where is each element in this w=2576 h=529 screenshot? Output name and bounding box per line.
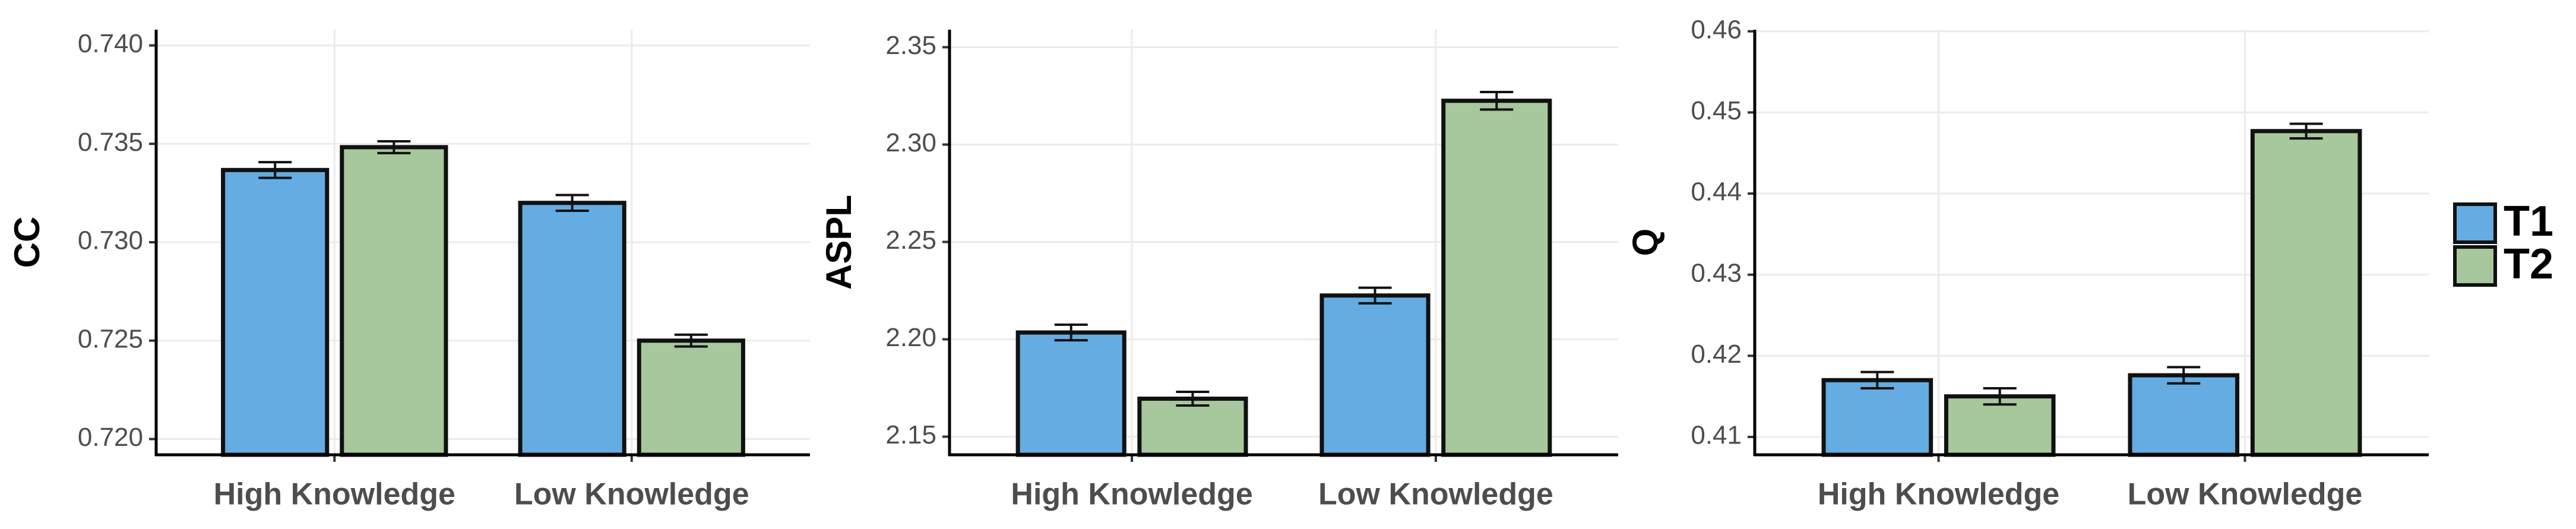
error-bar (1176, 391, 1210, 407)
chart: 0.41 0.42 0.43 0.44 0.45 0.46 High Knowledge Lo… (1625, 15, 2553, 511)
legend-label: T2 (2504, 240, 2553, 288)
bar (2250, 129, 2362, 457)
bar (1441, 99, 1552, 457)
error-bar (1358, 286, 1392, 305)
chart: 0.720 0.725 0.730 0.735 0.740 High Knowledge L… (7, 29, 810, 512)
x-tick-label: Low Knowledge (2128, 477, 2363, 512)
chart: 2.15 2.20 2.25 2.30 2.35 High Knowledge Low Kn… (819, 30, 1618, 512)
x-tick-label: High Knowledge (1818, 477, 2059, 512)
error-bar (377, 140, 411, 154)
error-bar (1860, 370, 1894, 389)
y-tick-label: 0.720 (78, 423, 143, 452)
legend-label: T1 (2504, 198, 2553, 245)
error-bar (1054, 323, 1088, 342)
bar (221, 167, 330, 457)
x-tick-label: Low Knowledge (514, 477, 749, 512)
legend-swatch (2453, 245, 2497, 287)
x-tick-label: Low Knowledge (1318, 477, 1553, 512)
y-tick-label: 0.725 (78, 324, 143, 353)
bar (2128, 373, 2240, 457)
error-bar (2167, 366, 2201, 385)
error-bar (1480, 90, 1514, 111)
y-tick-label: 0.44 (1691, 178, 1742, 207)
y-tick-label: 0.46 (1691, 15, 1742, 44)
error-bar (555, 194, 589, 212)
error-bar (674, 333, 708, 348)
y-tick-label: 2.20 (885, 323, 936, 352)
bar (518, 201, 626, 457)
y-tick-label: 0.41 (1691, 421, 1742, 450)
error-bar (258, 161, 292, 179)
y-tick-label: 2.35 (885, 31, 936, 60)
y-tick-label: 0.43 (1691, 258, 1742, 287)
y-tick-label: 2.25 (885, 226, 936, 255)
y-tick-label: 2.30 (885, 128, 936, 157)
y-tick-label: 0.735 (78, 128, 143, 157)
bar (1319, 293, 1431, 457)
bar (1821, 378, 1933, 457)
y-axis-label: Q (1625, 229, 1665, 256)
bar (1015, 330, 1126, 457)
y-axis-label: ASPL (819, 195, 859, 290)
bar (1944, 394, 2056, 457)
y-tick-label: 0.42 (1691, 340, 1742, 369)
x-tick-label: High Knowledge (214, 477, 455, 512)
legend-swatch (2453, 202, 2497, 244)
y-tick-label: 0.740 (78, 29, 143, 58)
bar (340, 145, 448, 457)
y-tick-label: 0.45 (1691, 96, 1742, 125)
error-bar (1983, 387, 2017, 406)
bar (1137, 397, 1248, 457)
error-bar (2289, 122, 2323, 140)
x-tick-label: High Knowledge (1011, 477, 1252, 512)
y-tick-label: 0.730 (78, 226, 143, 255)
y-axis-label: CC (7, 217, 47, 268)
bar (637, 338, 745, 457)
y-tick-label: 2.15 (885, 420, 936, 449)
